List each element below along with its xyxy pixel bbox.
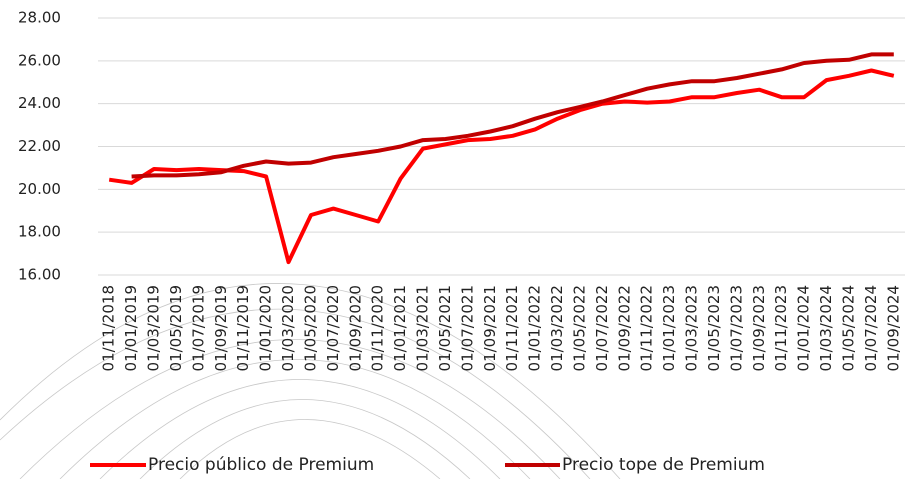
x-tick-label: 01/07/2019 — [189, 285, 207, 371]
x-tick-label: 01/07/2022 — [593, 285, 611, 371]
x-tick-label: 01/11/2019 — [234, 285, 252, 371]
x-tick-label: 01/05/2020 — [301, 285, 319, 371]
chart: Precio público de Premium Precio tope de … — [0, 0, 905, 479]
x-tick-label: 01/01/2023 — [660, 285, 678, 371]
x-tick-label: 01/03/2022 — [548, 285, 566, 371]
legend-label: Precio tope de Premium — [562, 455, 765, 475]
y-tick-label: 24.00 — [18, 94, 61, 112]
x-tick-label: 01/01/2019 — [122, 285, 140, 371]
series-line — [109, 71, 894, 263]
x-tick-label: 01/07/2023 — [727, 285, 745, 371]
x-tick-label: 01/01/2022 — [526, 285, 544, 371]
x-tick-label: 01/03/2024 — [817, 285, 835, 371]
x-tick-label: 01/03/2021 — [414, 285, 432, 371]
x-tick-label: 01/09/2024 — [884, 285, 902, 371]
y-tick-label: 16.00 — [18, 266, 61, 284]
x-tick-label: 01/09/2019 — [212, 285, 230, 371]
page: {"chart_data": {"type": "line", "categor… — [0, 0, 905, 479]
x-tick-label: 01/11/2021 — [503, 285, 521, 371]
x-tick-label: 01/03/2020 — [279, 285, 297, 371]
x-tick-label: 01/01/2021 — [391, 285, 409, 371]
x-tick-label: 01/05/2022 — [570, 285, 588, 371]
y-tick-label: 26.00 — [18, 51, 61, 69]
y-tick-label: 22.00 — [18, 137, 61, 155]
x-tick-label: 01/09/2023 — [750, 285, 768, 371]
x-tick-label: 01/11/2022 — [638, 285, 656, 371]
x-tick-label: 01/11/2023 — [772, 285, 790, 371]
x-tick-label: 01/07/2020 — [324, 285, 342, 371]
x-tick-label: 01/07/2021 — [458, 285, 476, 371]
x-tick-label: 01/11/2018 — [100, 285, 118, 371]
x-tick-label: 01/09/2022 — [615, 285, 633, 371]
x-tick-label: 01/05/2019 — [167, 285, 185, 371]
x-tick-label: 01/03/2019 — [145, 285, 163, 371]
y-tick-label: 28.00 — [18, 9, 61, 27]
x-tick-label: 01/05/2021 — [436, 285, 454, 371]
x-tick-label: 01/03/2023 — [683, 285, 701, 371]
legend: Precio público de Premium Precio tope de … — [90, 455, 765, 475]
x-tick-label: 01/11/2020 — [369, 285, 387, 371]
x-tick-label: 01/01/2020 — [257, 285, 275, 371]
y-tick-label: 18.00 — [18, 223, 61, 241]
x-tick-label: 01/01/2024 — [795, 285, 813, 371]
series-line — [132, 54, 894, 176]
x-tick-label: 01/05/2023 — [705, 285, 723, 371]
legend-label: Precio público de Premium — [148, 455, 374, 475]
x-tick-label: 01/09/2021 — [481, 285, 499, 371]
y-tick-label: 20.00 — [18, 180, 61, 198]
x-tick-label: 01/07/2024 — [862, 285, 880, 371]
x-tick-label: 01/05/2024 — [839, 285, 857, 371]
x-tick-label: 01/09/2020 — [346, 285, 364, 371]
